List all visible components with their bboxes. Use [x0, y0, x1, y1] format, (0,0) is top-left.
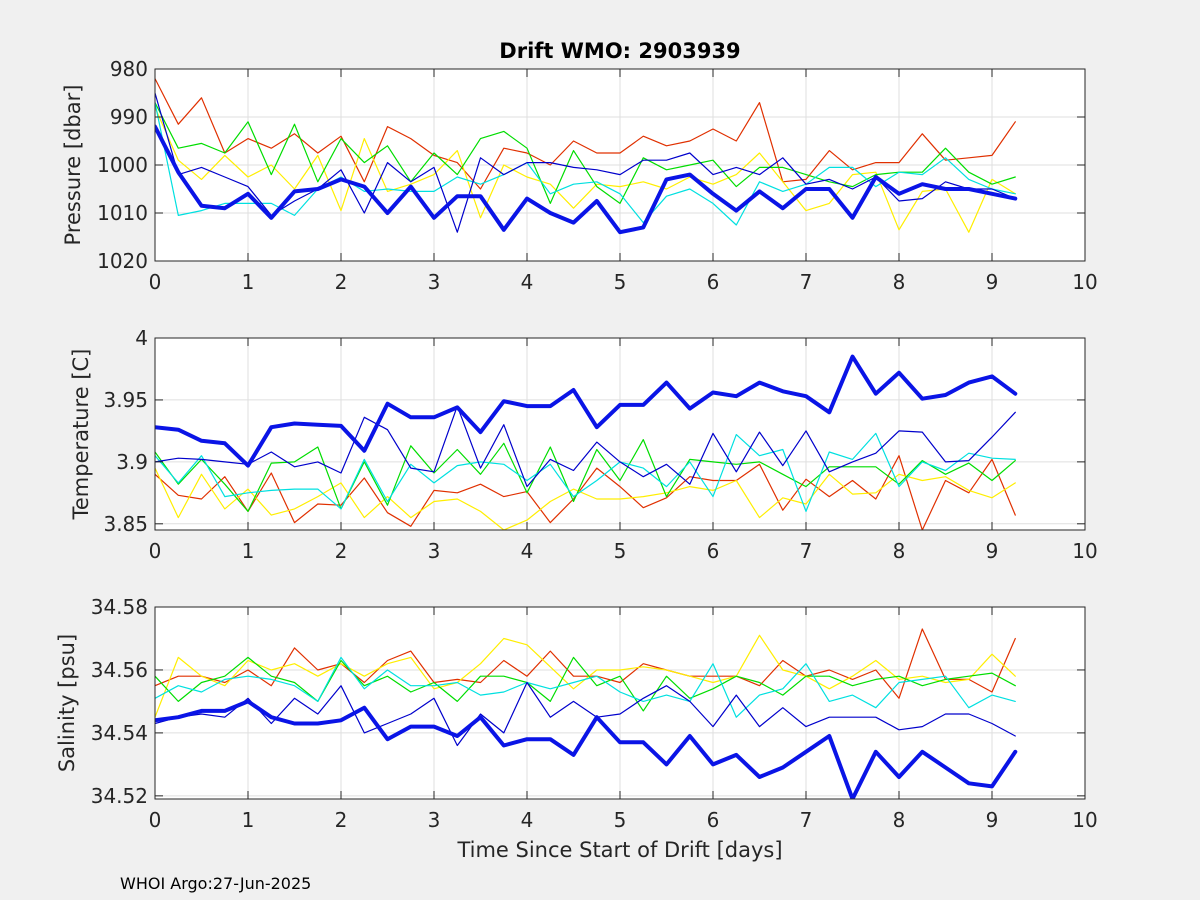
- pressure-x-tick-label: 3: [428, 270, 441, 294]
- pressure-y-tick-label: 990: [110, 105, 148, 129]
- pressure-x-tick-label: 1: [242, 270, 255, 294]
- pressure-series-line-6: [155, 124, 1018, 235]
- temperature-x-tick-label: 8: [893, 539, 906, 563]
- salinity-series-line-6: [155, 699, 1018, 799]
- salinity-x-tick-label: 5: [614, 808, 627, 832]
- salinity-x-tick-label: 10: [1072, 808, 1097, 832]
- pressure-x-tick-label: 0: [149, 270, 162, 294]
- footer-credit: WHOI Argo:27-Jun-2025: [120, 874, 311, 893]
- temperature-series-line-4: [155, 432, 1016, 512]
- pressure-y-tick-label: 1020: [97, 249, 148, 273]
- salinity-x-tick-label: 1: [242, 808, 255, 832]
- salinity-series-group: [155, 628, 1018, 799]
- pressure-series-line-2: [155, 106, 1016, 233]
- salinity-y-tick-label: 34.52: [91, 784, 148, 808]
- pressure-x-tick-label: 8: [893, 270, 906, 294]
- salinity-y-tick-label: 34.54: [91, 721, 148, 745]
- temperature-y-tick-label: 3.95: [103, 388, 148, 412]
- pressure-series-line-5: [155, 92, 1016, 233]
- salinity-series-line-5: [155, 681, 1016, 747]
- salinity-series-line-4: [155, 656, 1016, 718]
- temperature-x-tick-label: 4: [521, 539, 534, 563]
- temperature-y-axis-label: Temperature [C]: [69, 349, 93, 521]
- salinity-y-axis-label: Salinity [psu]: [55, 634, 79, 772]
- temperature-x-tick-label: 7: [800, 539, 813, 563]
- pressure-x-tick-label: 5: [614, 270, 627, 294]
- temperature-x-tick-label: 0: [149, 539, 162, 563]
- salinity-y-tick-label: 34.56: [91, 658, 148, 682]
- salinity-series-line-1: [155, 628, 1016, 699]
- temperature-x-tick-label: 3: [428, 539, 441, 563]
- pressure-series-line-1: [155, 77, 1016, 190]
- x-axis-label: Time Since Start of Drift [days]: [456, 838, 782, 862]
- pressure-x-tick-label: 10: [1072, 270, 1097, 294]
- salinity-y-tick-label: 34.58: [91, 595, 148, 619]
- pressure-panel: 0 1 2 3 4 5 6 7 8 9 10 980 990 1000 1010 1020 Pressure […: [61, 57, 1098, 294]
- temperature-y-tick-label: 3.85: [103, 512, 148, 536]
- salinity-x-tick-label: 9: [986, 808, 999, 832]
- pressure-x-tick-label: 4: [521, 270, 534, 294]
- temperature-y-tick-label: 4: [135, 326, 148, 350]
- salinity-x-tick-label: 6: [707, 808, 720, 832]
- pressure-x-tick-label: 6: [707, 270, 720, 294]
- temperature-x-tick-label: 2: [335, 539, 348, 563]
- pressure-x-tick-label: 2: [335, 270, 348, 294]
- salinity-series-line-3: [155, 656, 1016, 712]
- temperature-series-line-1: [155, 455, 1016, 530]
- salinity-x-tick-label: 8: [893, 808, 906, 832]
- salinity-x-tick-label: 4: [521, 808, 534, 832]
- pressure-x-tick-label: 7: [800, 270, 813, 294]
- pressure-series-group: [155, 77, 1018, 235]
- salinity-x-tick-label: 2: [335, 808, 348, 832]
- temperature-y-tick-label: 3.9: [116, 450, 148, 474]
- salinity-panel: 0 1 2 3 4 5 6 7 8 9 10 34.52 34.54 34.56 34.58 Salinity…: [55, 595, 1098, 832]
- salinity-x-tick-label: 0: [149, 808, 162, 832]
- temperature-series-line-5: [155, 405, 1016, 488]
- temperature-x-tick-label: 9: [986, 539, 999, 563]
- temperature-series-line-6: [155, 354, 1018, 468]
- temperature-series-line-2: [155, 467, 1016, 530]
- temperature-series-line-3: [155, 439, 1016, 512]
- temperature-x-tick-label: 10: [1072, 539, 1097, 563]
- pressure-y-tick-label: 980: [110, 57, 148, 81]
- pressure-x-tick-label: 9: [986, 270, 999, 294]
- figure-title: Drift WMO: 2903939: [499, 39, 740, 63]
- pressure-y-tick-label: 1010: [97, 201, 148, 225]
- pressure-y-tick-label: 1000: [97, 153, 148, 177]
- temperature-series-group: [155, 354, 1018, 530]
- temperature-x-tick-label: 5: [614, 539, 627, 563]
- temperature-panel: 0 1 2 3 4 5 6 7 8 9 10 3.85 3.9 3.95 4 Temperature [C]: [69, 326, 1098, 563]
- pressure-y-axis-label: Pressure [dbar]: [61, 85, 85, 246]
- salinity-x-tick-label: 3: [428, 808, 441, 832]
- temperature-x-tick-label: 6: [707, 539, 720, 563]
- salinity-x-tick-label: 7: [800, 808, 813, 832]
- temperature-x-tick-label: 1: [242, 539, 255, 563]
